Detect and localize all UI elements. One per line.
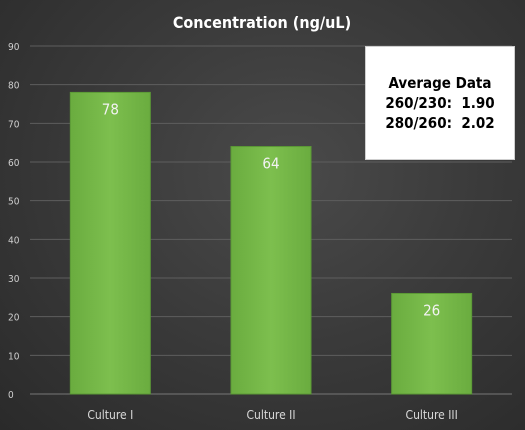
bar [391, 292, 473, 395]
ratio-280-260: 280/260: 2.02 [385, 114, 495, 132]
x-tick-label: Culture III [406, 408, 458, 422]
y-tick-label: 70 [8, 119, 20, 130]
data-label: 64 [262, 155, 279, 173]
y-tick-label: 50 [8, 197, 20, 208]
y-tick-label: 0 [8, 390, 14, 401]
x-tick-label: Culture I [87, 408, 133, 422]
average-data-box: Average Data 260/230: 1.90 280/260: 2.02 [365, 46, 515, 160]
y-tick-label: 80 [8, 81, 20, 92]
data-label: 78 [102, 100, 119, 118]
y-tick-label: 90 [8, 42, 20, 53]
average-data-title: Average Data [388, 74, 492, 92]
y-tick-label: 30 [8, 274, 20, 285]
bar [69, 91, 151, 395]
y-tick-label: 60 [8, 158, 20, 169]
bars [69, 91, 473, 395]
chart-title: Concentration (ng/uL) [173, 13, 351, 32]
data-label: 26 [423, 301, 440, 319]
x-axis-ticks: Culture I Culture II Culture III [87, 408, 457, 422]
y-tick-label: 10 [8, 351, 20, 362]
y-tick-label: 40 [8, 235, 20, 246]
bar [230, 146, 312, 395]
y-tick-label: 20 [8, 313, 20, 324]
ratio-260-230: 260/230: 1.90 [385, 94, 495, 112]
data-labels: 78 64 26 [102, 100, 441, 319]
x-tick-label: Culture II [246, 408, 295, 422]
y-axis-ticks: 0 10 20 30 40 50 60 70 80 90 [8, 42, 20, 401]
